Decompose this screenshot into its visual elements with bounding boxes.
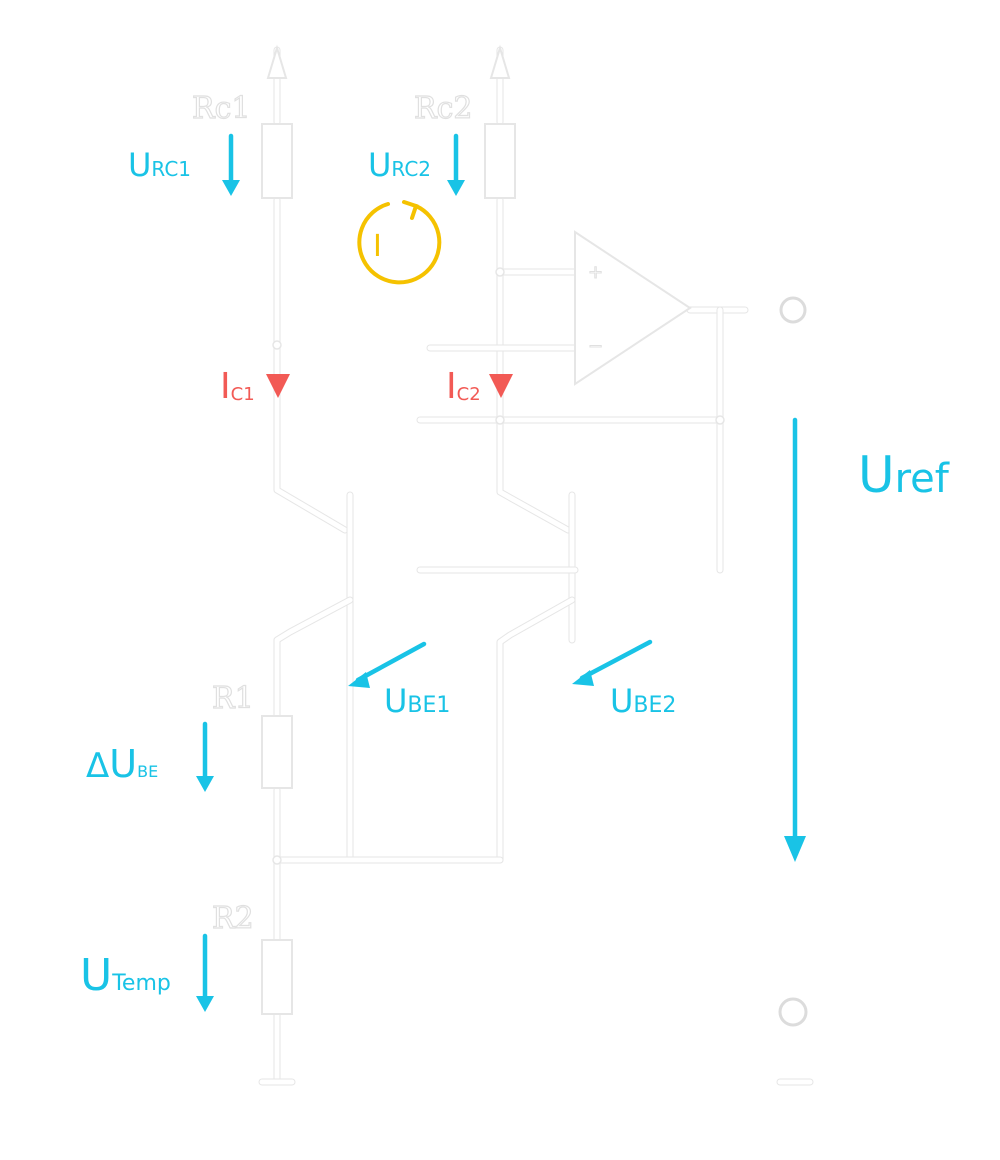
resistor-rc2: [484, 123, 516, 199]
resistor-r2: [261, 939, 293, 1015]
ube1-label: UBE1: [384, 682, 450, 720]
ic1-label: IC1: [220, 366, 255, 407]
ube2-label: UBE2: [610, 682, 676, 720]
ube2-arrow-icon: [579, 639, 653, 681]
opamp-minus-sign: −: [588, 336, 603, 357]
node-output: [715, 415, 725, 425]
r2-label: R2: [212, 901, 254, 936]
ic2-label: IC2: [446, 366, 481, 407]
resistor-r1: [261, 715, 293, 789]
rc1-label: Rc1: [192, 91, 250, 126]
mesh-circle-icon: [357, 202, 442, 285]
components: Rc1 Rc2 R1 R2 + −: [191, 90, 808, 1027]
node-r1-r2: [272, 855, 282, 865]
ic2-arrow-icon: [489, 374, 513, 398]
rc2-label: Rc2: [414, 91, 472, 126]
voltages: URC1 URC2 UBE1 UBE2 ΔUBE UTemp: [80, 133, 950, 1012]
uref-label: Uref: [858, 446, 950, 504]
wires: [258, 44, 814, 1086]
node-base: [495, 415, 505, 425]
output-terminal-bottom: [778, 997, 808, 1027]
mesh-label: I: [373, 229, 382, 264]
urc2-label: URC2: [368, 146, 431, 184]
resistor-rc1: [261, 123, 293, 199]
node-opamp-plus: [495, 267, 505, 277]
r1-label: R1: [212, 681, 254, 716]
opamp-plus-sign: +: [588, 262, 603, 283]
opamp: [574, 230, 692, 386]
supply-arrow-right: [489, 44, 511, 79]
ic1-arrow-icon: [266, 374, 290, 398]
utemp-label: UTemp: [80, 950, 171, 1001]
ube1-arrow-icon: [355, 641, 427, 683]
output-terminal-top: [779, 296, 807, 324]
supply-arrow-left: [266, 44, 288, 79]
urc1-label: URC1: [128, 146, 191, 184]
node-rc1: [272, 340, 282, 350]
delta-ube-label: ΔUBE: [86, 742, 158, 786]
mesh-loop: I: [357, 200, 442, 285]
currents: IC1 IC2: [220, 366, 513, 407]
